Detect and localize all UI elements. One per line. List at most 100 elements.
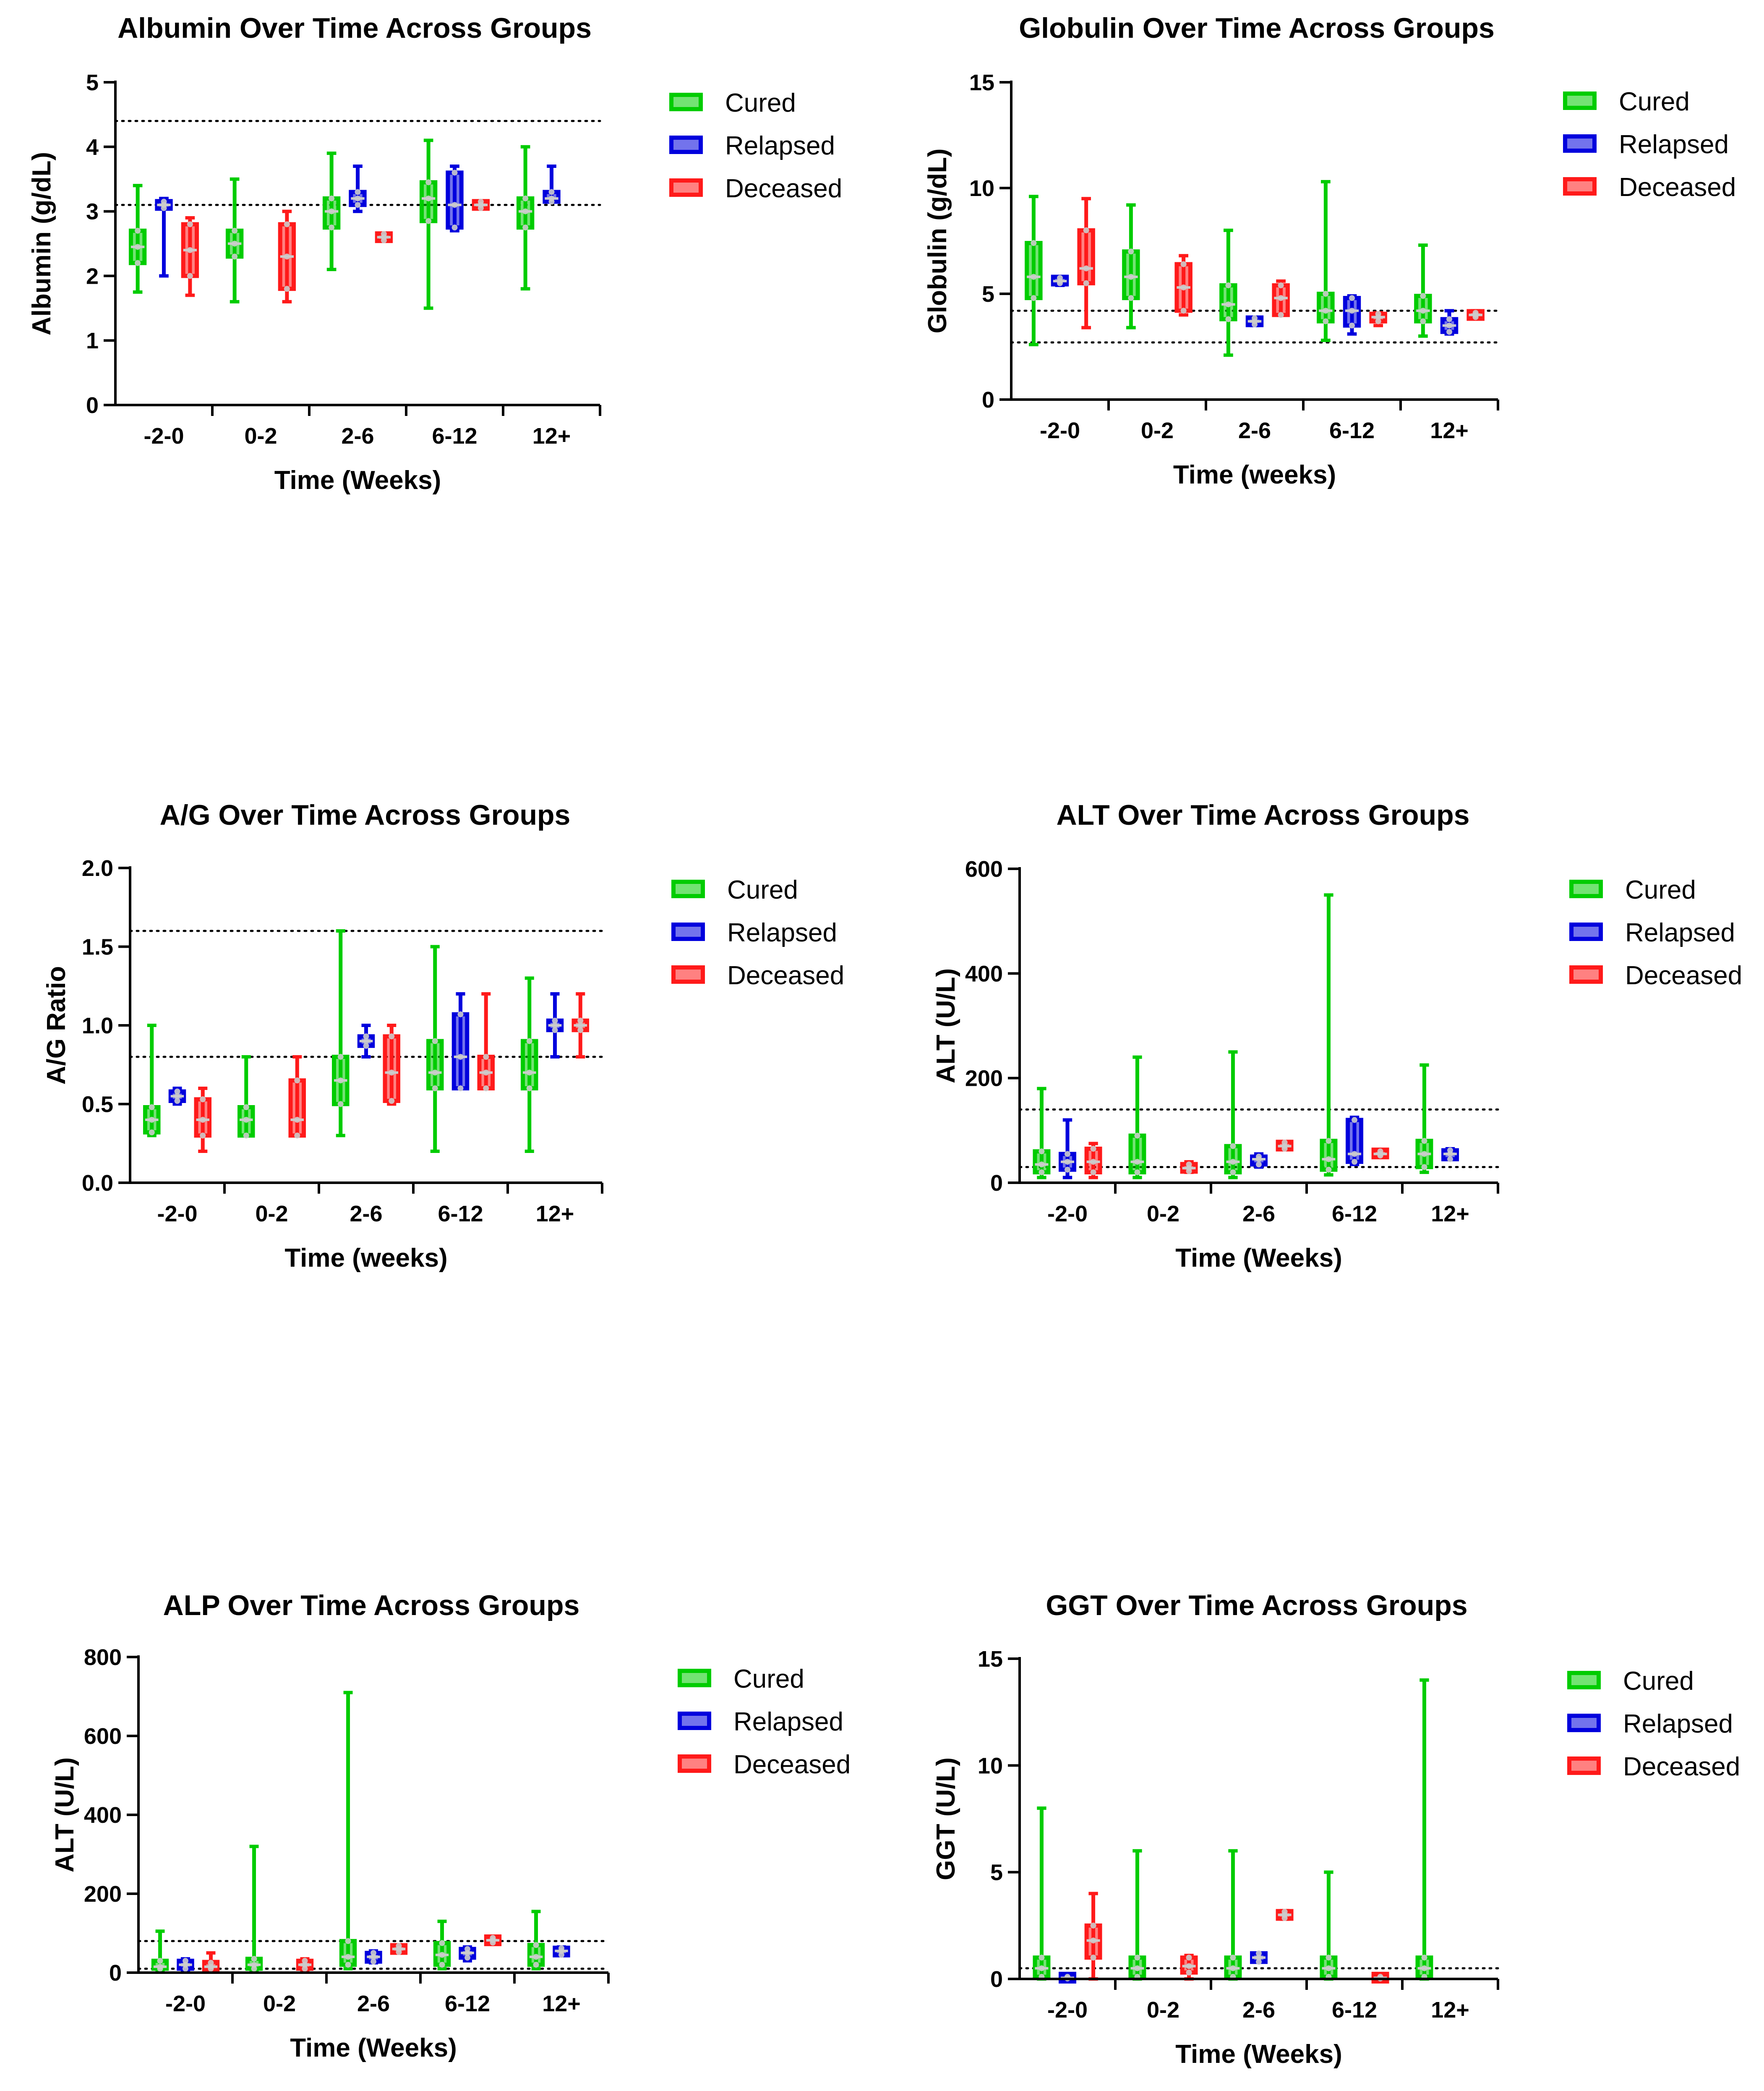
y-tick-label: 0.5 — [82, 1092, 113, 1117]
data-point — [294, 1132, 300, 1139]
data-point — [1256, 1955, 1262, 1961]
y-tick-label: 4 — [86, 135, 99, 160]
data-point — [1230, 1955, 1236, 1961]
x-tick-label: 0-2 — [263, 1991, 296, 2016]
data-point — [1349, 308, 1355, 314]
data-point — [577, 1027, 584, 1033]
data-point — [1323, 291, 1329, 297]
data-point — [1083, 227, 1089, 233]
data-point — [478, 199, 484, 205]
y-axis-label: Albumin (g/dL) — [27, 152, 56, 335]
data-point — [345, 1962, 351, 1968]
data-point — [135, 260, 141, 266]
data-point — [1326, 1166, 1332, 1173]
data-point — [1186, 1969, 1192, 1976]
y-tick-label: 5 — [86, 70, 99, 95]
chart-title: Albumin Over Time Across Groups — [117, 12, 592, 44]
y-axis-label: Globulin (g/dL) — [923, 149, 952, 334]
data-point — [457, 1085, 464, 1091]
data-point — [425, 179, 432, 186]
data-point — [526, 1085, 532, 1091]
data-point — [1128, 274, 1134, 280]
data-point — [174, 1098, 180, 1104]
data-point — [371, 1950, 376, 1956]
legend-swatch-deceased — [669, 178, 703, 197]
data-point — [464, 1946, 470, 1952]
data-point — [483, 1085, 489, 1091]
y-axis-label: ALT (U/L) — [932, 968, 960, 1083]
legend-label-cured: Cured — [1625, 876, 1696, 904]
box-iqr — [1128, 1133, 1146, 1175]
x-axis-label: Time (weeks) — [1173, 460, 1336, 489]
x-tick-label: 0-2 — [255, 1201, 288, 1226]
box-relapsed-2-6 — [1250, 1152, 1268, 1169]
data-point — [1065, 1151, 1070, 1157]
box-relapsed--2-0 — [168, 1087, 186, 1106]
data-point — [1375, 318, 1381, 324]
data-point — [425, 218, 432, 224]
data-point — [1230, 1143, 1236, 1149]
data-point — [1225, 282, 1232, 288]
data-point — [552, 1022, 558, 1028]
data-point — [1421, 1164, 1427, 1170]
data-point — [1352, 1151, 1357, 1157]
x-tick-label: 6-12 — [445, 1991, 490, 2016]
legend-swatch-deceased — [671, 965, 705, 984]
legend: Cured Relapsed Deceased — [678, 1665, 851, 1779]
legend-swatch-deceased — [678, 1754, 711, 1773]
legend-label-deceased: Deceased — [733, 1750, 851, 1779]
data-point — [284, 221, 290, 227]
legend-swatch-deceased — [1569, 965, 1603, 984]
data-point — [174, 1093, 180, 1099]
data-point — [457, 1054, 464, 1060]
data-point — [439, 1962, 445, 1968]
box-relapsed-6-12 — [459, 1945, 476, 1963]
legend: Cured Relapsed Deceased — [671, 876, 844, 990]
legend-label-cured: Cured — [725, 89, 796, 118]
data-point — [483, 1069, 489, 1076]
legend-label-deceased: Deceased — [1625, 961, 1742, 990]
data-point — [432, 1085, 438, 1091]
data-point — [1225, 301, 1232, 308]
box-cured-2-6 — [1219, 228, 1237, 357]
data-point — [1323, 308, 1329, 314]
data-point — [1421, 1138, 1427, 1144]
data-point — [200, 1132, 206, 1139]
data-point — [1090, 1159, 1096, 1165]
data-point — [1326, 1138, 1332, 1144]
x-tick-label: 6-12 — [1332, 1997, 1377, 2023]
y-tick-label: 10 — [969, 176, 994, 201]
box-relapsed--2-0 — [1051, 274, 1069, 287]
y-tick-label: 200 — [965, 1066, 1003, 1091]
box-cured-0-2 — [1128, 1055, 1146, 1179]
chart-globulin: Globulin Over Time Across Groups 0 5 10 15 -2… — [923, 12, 1736, 489]
data-point — [1421, 1151, 1427, 1157]
legend-swatch-relapsed — [1567, 1714, 1601, 1732]
x-tick-label: 0-2 — [1147, 1997, 1179, 2023]
chart-alp: ALP Over Time Across Groups 0 200 400 600 800… — [50, 1589, 851, 2062]
x-tick-label: -2-0 — [144, 423, 184, 449]
data-point — [1420, 318, 1426, 324]
data-point — [1134, 1169, 1140, 1176]
data-point — [187, 247, 193, 253]
x-tick-label: 6-12 — [438, 1201, 483, 1226]
chart-ggt: GGT Over Time Across Groups 0 5 10 15 -2-0 0-2… — [932, 1589, 1740, 2069]
data-point — [1278, 295, 1284, 301]
data-point — [135, 227, 141, 234]
legend-label-relapsed: Relapsed — [1625, 918, 1735, 947]
data-point — [1186, 1955, 1192, 1961]
data-point — [1134, 1965, 1140, 1971]
legend: Cured Relapsed Deceased — [1563, 87, 1736, 202]
y-tick-label: 0 — [990, 1967, 1003, 1992]
x-axis-label: Time (Weeks) — [290, 2033, 457, 2062]
data-point — [1278, 312, 1284, 318]
data-point — [135, 244, 141, 250]
data-point — [1039, 1955, 1045, 1961]
data-point — [1083, 280, 1089, 286]
data-point — [337, 1077, 344, 1084]
box-deceased-6-12 — [1371, 1971, 1389, 1984]
y-tick-label: 2.0 — [82, 856, 113, 881]
data-point — [243, 1104, 249, 1110]
data-point — [457, 1011, 464, 1017]
data-point — [1186, 1963, 1192, 1969]
